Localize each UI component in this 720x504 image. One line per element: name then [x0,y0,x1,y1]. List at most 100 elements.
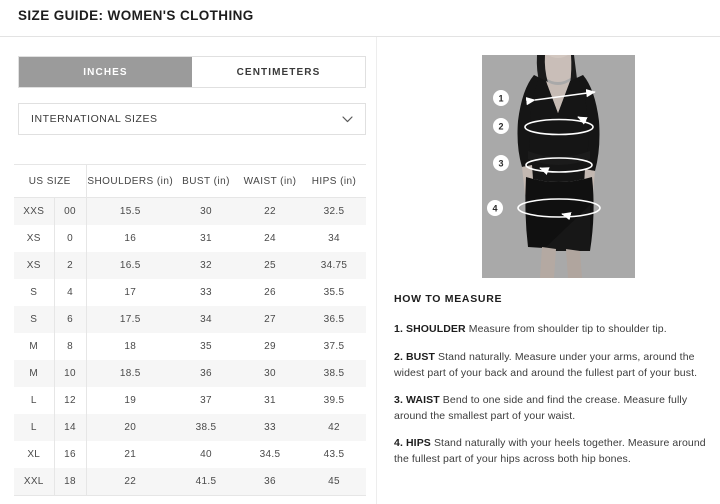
cell-shoulders: 15.5 [86,197,175,225]
cell-us-number: 4 [54,279,87,306]
cell-hips: 42 [302,414,367,441]
cell-bust: 40 [200,449,212,460]
table-row: M 8 18 35 29 37.5 [14,333,366,360]
cell-bust: 31 [200,233,212,244]
cell-hips: 34.75 [302,252,367,279]
cell-shoulders: 22 [86,468,175,496]
cell-us-letter: XXS [14,197,55,225]
cell-shoulders: 16 [124,233,137,244]
svg-text:1: 1 [498,94,503,104]
size-system-dropdown[interactable]: INTERNATIONAL SIZES [18,103,366,135]
cell-bust: 41.5 [174,468,239,496]
cell-waist: 36 [238,468,303,496]
cell-hips: 32.5 [302,197,367,225]
cell-bust: 30 [174,197,239,225]
column-header-shoulders: SHOULDERS (in) [86,164,175,198]
cell-bust: 32 [174,252,239,279]
svg-text:2: 2 [498,122,503,132]
measure-step-4-text: Stand naturally with your heels together… [394,437,706,465]
cell-hips: 37.5 [323,341,345,352]
cell-us-letter: M [14,360,55,387]
cell-us-letter: XS [14,252,55,279]
table-row: XS 0 16 31 24 34 [14,225,366,252]
cell-hips: 39.5 [323,395,345,406]
measure-step-hips: 4. HIPS Stand naturally with your heels … [394,436,706,467]
size-chart-panel: INCHES CENTIMETERS INTERNATIONAL SIZES U… [0,37,376,504]
table-row: L 14 20 38.5 33 42 [14,414,367,441]
cell-hips: 38.5 [302,360,367,387]
measure-step-2-number: 2. [394,351,403,363]
cell-us-number: 8 [54,333,87,360]
table-row: XL 16 21 40 34.5 43.5 [14,441,366,468]
cell-us-number: 18 [54,468,87,496]
table-row: S 6 17.5 34 27 36.5 [14,306,367,333]
measure-step-1-number: 1. [394,323,403,335]
size-system-selected-value: INTERNATIONAL SIZES [31,113,158,125]
column-header-hips: HIPS (in) [302,164,367,198]
tab-centimeters[interactable]: CENTIMETERS [192,57,365,87]
measure-step-4-term: HIPS [406,437,431,449]
cell-hips: 36.5 [302,306,367,333]
tab-inches-label: INCHES [83,66,128,78]
header-divider [0,36,720,37]
cell-waist: 31 [264,395,276,406]
cell-us-number: 00 [54,197,87,225]
table-row: XS 2 16.5 32 25 34.75 [14,252,367,279]
table-row: XXL 18 22 41.5 36 45 [14,468,367,496]
cell-waist: 33 [238,414,303,441]
cell-waist: 25 [238,252,303,279]
measure-step-1-text: Measure from shoulder tip to shoulder ti… [468,323,667,335]
cell-shoulders: 16.5 [86,252,175,279]
cell-us-letter: L [14,387,55,414]
cell-us-number: 16 [54,441,87,468]
cell-hips: 43.5 [323,449,345,460]
cell-us-number: 6 [54,306,87,333]
measure-step-waist: 3. WAIST Bend to one side and find the c… [394,393,706,424]
size-chart-table-body: XXS 00 15.5 30 22 32.5 XS 0 16 31 24 34 XS 2 16.5 32 25 3… [14,197,367,496]
table-header-row: US SIZE SHOULDERS (in) BUST (in) WAIST (… [14,164,367,198]
table-row: L 12 19 37 31 39.5 [14,387,366,414]
cell-bust: 37 [200,395,212,406]
cell-us-letter: XXL [14,468,55,496]
cell-us-number: 14 [54,414,87,441]
cell-waist: 22 [238,197,303,225]
measurement-model-photo: 1 2 3 4 [482,55,635,278]
cell-us-letter: XS [14,225,55,252]
cell-us-number: 12 [54,387,87,414]
column-header-waist: WAIST (in) [238,164,303,198]
tab-inches[interactable]: INCHES [19,57,192,87]
measure-step-shoulder: 1. SHOULDER Measure from shoulder tip to… [394,322,706,338]
page-title: SIZE GUIDE: WOMEN'S CLOTHING [18,8,254,23]
measure-step-4-number: 4. [394,437,403,449]
table-row: XXS 00 15.5 30 22 32.5 [14,197,367,225]
cell-hips: 35.5 [323,287,345,298]
measure-step-bust: 2. BUST Stand naturally. Measure under y… [394,350,706,381]
column-header-us-size: US SIZE [14,164,87,198]
tab-centimeters-label: CENTIMETERS [236,66,321,78]
cell-waist: 26 [264,287,276,298]
chevron-down-icon [342,115,353,123]
cell-us-letter: L [14,414,55,441]
cell-shoulders: 20 [86,414,175,441]
cell-waist: 29 [264,341,276,352]
cell-hips: 45 [302,468,367,496]
measure-step-2-text: Stand naturally. Measure under your arms… [394,351,698,379]
size-chart-table: US SIZE SHOULDERS (in) BUST (in) WAIST (… [14,164,367,496]
cell-bust: 33 [200,287,212,298]
cell-bust: 35 [200,341,212,352]
cell-shoulders: 17.5 [86,306,175,333]
how-to-measure-heading: HOW TO MEASURE [394,293,503,305]
cell-waist: 27 [238,306,303,333]
unit-tab-group: INCHES CENTIMETERS [18,56,366,88]
measure-step-3-term: WAIST [406,394,440,406]
cell-waist: 24 [264,233,276,244]
cell-waist: 34.5 [259,449,281,460]
cell-us-letter: S [14,279,55,306]
cell-shoulders: 19 [124,395,137,406]
measure-step-2-term: BUST [406,351,435,363]
column-divider [376,37,377,504]
cell-bust: 38.5 [174,414,239,441]
cell-shoulders: 17 [124,287,137,298]
cell-waist: 30 [238,360,303,387]
how-to-measure-panel: 1 2 3 4 HOW TO MEASURE 1. SHOULDER Measu… [377,37,720,504]
